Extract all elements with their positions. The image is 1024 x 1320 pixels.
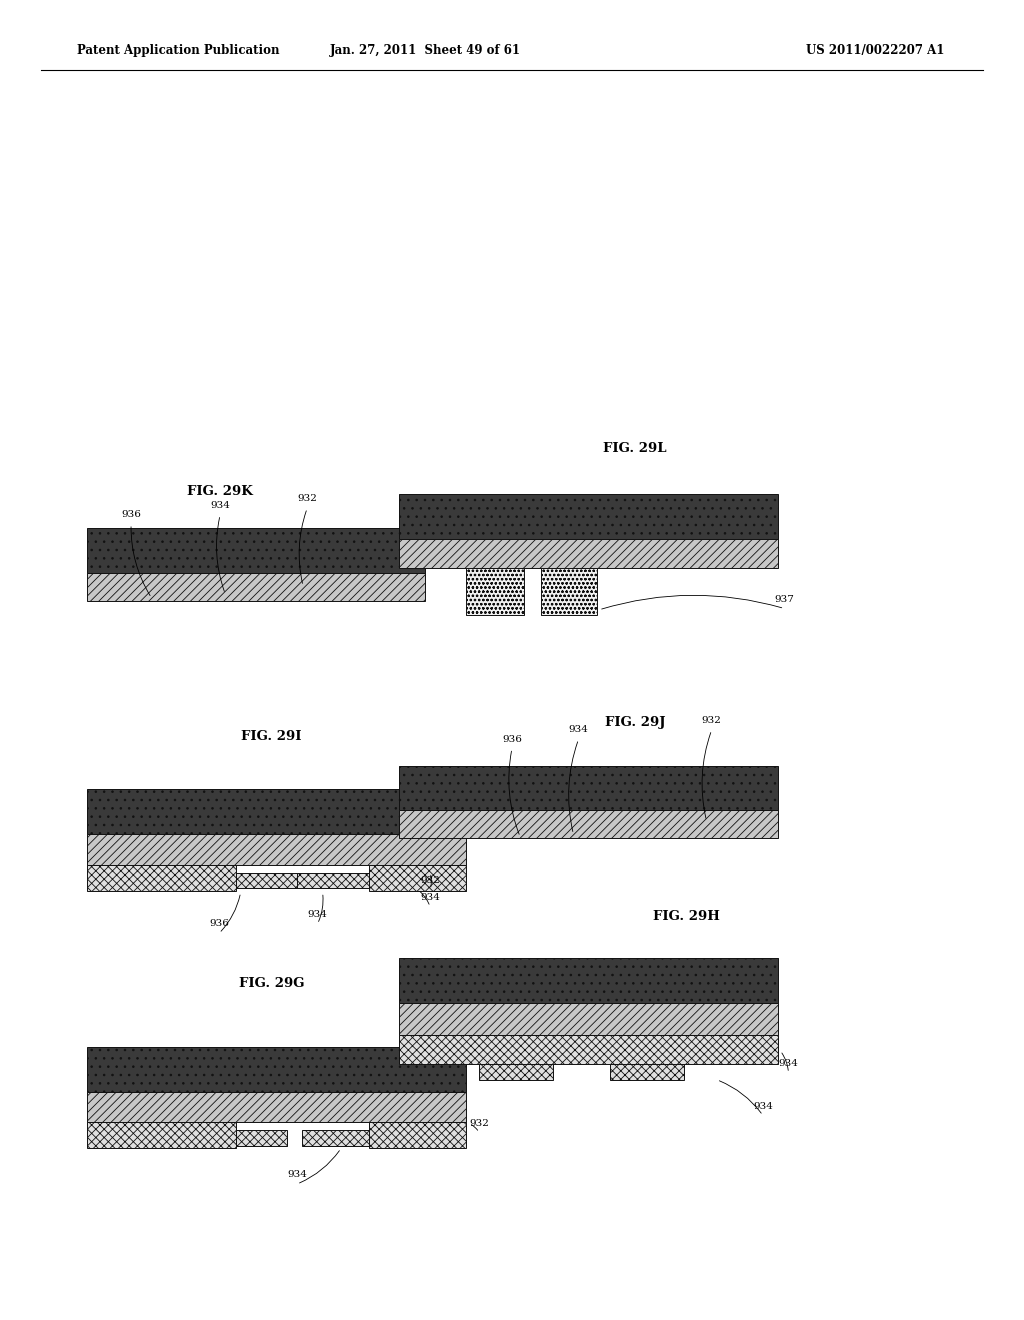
Text: 936: 936: [502, 735, 522, 743]
Bar: [399, 1035, 778, 1064]
Text: 937: 937: [774, 595, 795, 603]
Bar: [87, 528, 425, 573]
Text: 932: 932: [701, 717, 722, 725]
Text: 934: 934: [287, 1171, 307, 1179]
Bar: [399, 810, 778, 838]
Bar: [479, 1064, 553, 1080]
Bar: [87, 573, 425, 601]
Text: FIG. 29J: FIG. 29J: [604, 715, 666, 729]
Text: Jan. 27, 2011  Sheet 49 of 61: Jan. 27, 2011 Sheet 49 of 61: [330, 44, 520, 57]
Text: FIG. 29I: FIG. 29I: [241, 730, 302, 743]
Text: 934: 934: [568, 726, 589, 734]
Bar: [399, 539, 778, 568]
Text: FIG. 29K: FIG. 29K: [187, 484, 253, 498]
Text: 936: 936: [121, 511, 141, 519]
Text: FIG. 29G: FIG. 29G: [239, 977, 304, 990]
Bar: [87, 1092, 466, 1122]
Text: FIG. 29L: FIG. 29L: [603, 442, 667, 455]
Text: FIG. 29H: FIG. 29H: [652, 909, 720, 923]
Text: US 2011/0022207 A1: US 2011/0022207 A1: [806, 44, 945, 57]
Text: 934: 934: [210, 502, 230, 510]
Text: 932: 932: [297, 495, 317, 503]
Bar: [369, 865, 466, 891]
Bar: [399, 1003, 778, 1035]
Text: 934: 934: [307, 911, 328, 919]
Text: 936: 936: [209, 920, 229, 928]
Bar: [302, 1130, 369, 1146]
Bar: [369, 1122, 466, 1148]
Bar: [399, 766, 778, 810]
Bar: [466, 568, 524, 615]
Bar: [87, 865, 236, 891]
Bar: [236, 873, 297, 888]
Bar: [236, 1130, 287, 1146]
Text: 932: 932: [469, 1119, 489, 1127]
Bar: [87, 834, 466, 865]
Bar: [297, 873, 369, 888]
Text: 934: 934: [753, 1102, 773, 1110]
Bar: [399, 958, 778, 1003]
Bar: [87, 1122, 236, 1148]
Bar: [610, 1064, 684, 1080]
Bar: [541, 568, 597, 615]
Text: 932: 932: [420, 876, 440, 884]
Text: 934: 934: [778, 1060, 799, 1068]
Bar: [87, 789, 466, 834]
Bar: [399, 494, 778, 539]
Text: 934: 934: [420, 894, 440, 902]
Bar: [87, 1047, 466, 1092]
Text: Patent Application Publication: Patent Application Publication: [77, 44, 280, 57]
